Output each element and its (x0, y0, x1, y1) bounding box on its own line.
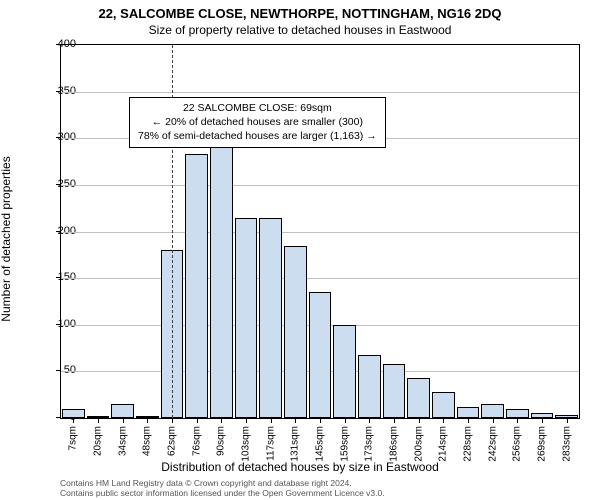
x-tick-label: 283sqm (561, 426, 572, 462)
bar (259, 218, 282, 418)
x-tick-label: 228sqm (463, 426, 474, 462)
bar (136, 416, 159, 418)
bar (161, 250, 184, 418)
bar (111, 404, 134, 418)
x-tick-label: 76sqm (191, 426, 202, 456)
bar (555, 415, 578, 418)
x-tick-label: 48sqm (142, 426, 153, 456)
bar (62, 409, 85, 418)
annotation-line-1: 22 SALCOMBE CLOSE: 69sqm (138, 101, 377, 115)
x-tick-label: 145sqm (315, 426, 326, 462)
bar (358, 355, 381, 418)
bar (309, 292, 332, 418)
x-tick-label: 117sqm (265, 426, 276, 461)
x-tick-label: 7sqm (68, 426, 79, 450)
page-title: 22, SALCOMBE CLOSE, NEWTHORPE, NOTTINGHA… (0, 0, 600, 21)
x-tick-label: 20sqm (93, 426, 104, 456)
x-tick-label: 90sqm (216, 426, 227, 456)
plot-area: 22 SALCOMBE CLOSE: 69sqm ← 20% of detach… (60, 44, 580, 419)
annotation-line-3: 78% of semi-detached houses are larger (… (138, 129, 377, 143)
x-tick-label: 173sqm (364, 426, 375, 462)
bar (481, 404, 504, 418)
footer-attribution: Contains HM Land Registry data © Crown c… (60, 478, 385, 498)
page-subtitle: Size of property relative to detached ho… (0, 21, 600, 37)
x-tick-label: 159sqm (339, 426, 350, 462)
bar (235, 218, 258, 418)
x-tick-label: 62sqm (167, 426, 178, 456)
footer-line-2: Contains public sector information licen… (60, 488, 385, 498)
x-tick-label: 256sqm (512, 426, 523, 462)
annotation-box: 22 SALCOMBE CLOSE: 69sqm ← 20% of detach… (129, 97, 386, 148)
bar (333, 325, 356, 418)
bar (531, 413, 554, 418)
x-tick-label: 34sqm (117, 426, 128, 456)
bar (185, 154, 208, 418)
bar (87, 416, 110, 418)
bar (284, 246, 307, 419)
x-tick-label: 103sqm (241, 426, 252, 462)
bar (457, 407, 480, 418)
footer-line-1: Contains HM Land Registry data © Crown c… (60, 478, 385, 488)
x-tick-label: 214sqm (438, 426, 449, 462)
bar (432, 392, 455, 418)
x-tick-label: 269sqm (537, 426, 548, 462)
x-tick-label: 131sqm (290, 426, 301, 462)
x-tick-label: 242sqm (487, 426, 498, 462)
bar (506, 409, 529, 418)
bar (383, 364, 406, 418)
x-axis-label: Distribution of detached houses by size … (0, 460, 600, 474)
x-tick-label: 186sqm (389, 426, 400, 462)
x-tick-label: 200sqm (413, 426, 424, 462)
bar (210, 131, 233, 418)
annotation-line-2: ← 20% of detached houses are smaller (30… (138, 115, 377, 129)
bar (407, 378, 430, 418)
